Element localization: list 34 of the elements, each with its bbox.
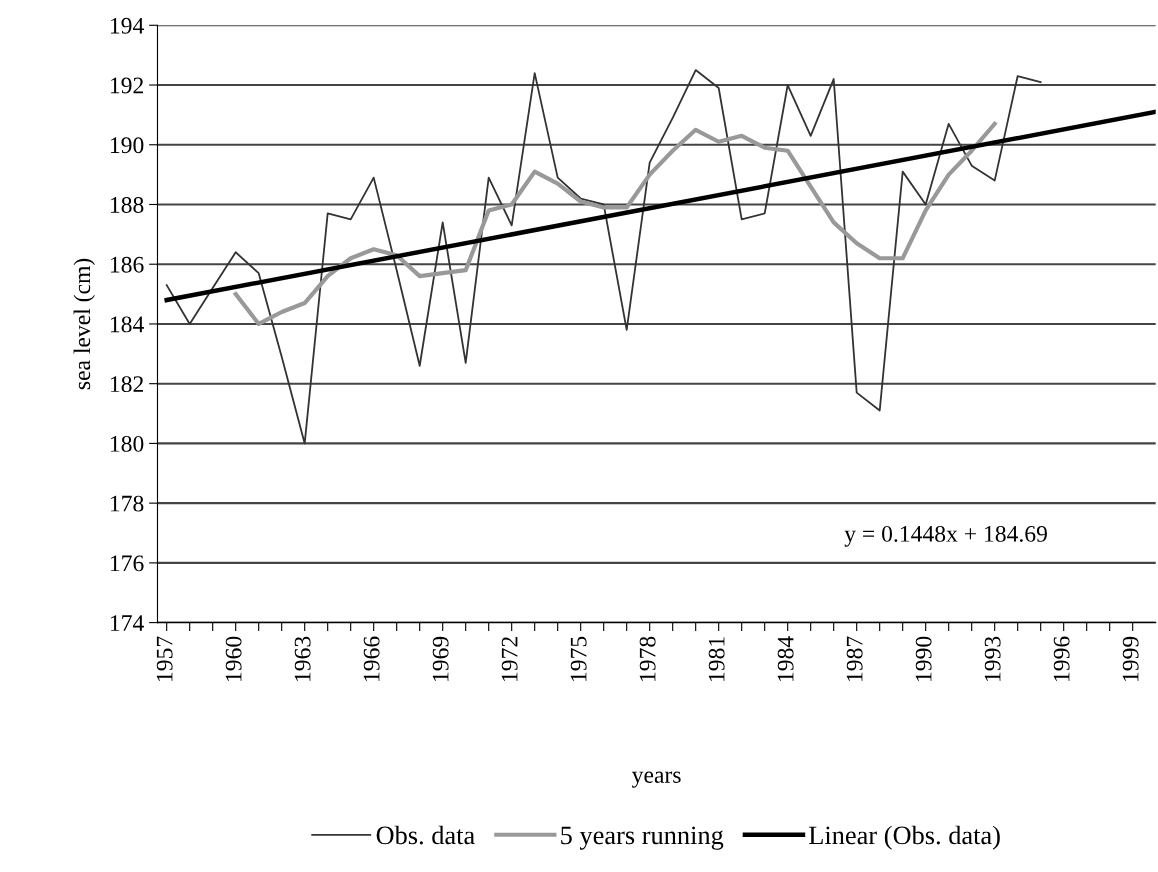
x-tick-label: 1987 bbox=[846, 636, 863, 681]
legend-label: 5 years running bbox=[561, 826, 724, 850]
x-tick-label: 1966 bbox=[363, 636, 380, 681]
x-tick-label: 1993 bbox=[984, 636, 1001, 681]
y-tick-label: 186 bbox=[110, 256, 144, 273]
y-tick-label: 182 bbox=[110, 376, 143, 393]
x-axis-title: years bbox=[631, 771, 681, 788]
y-tick-label: 178 bbox=[110, 495, 144, 512]
x-tick-label: 1981 bbox=[708, 637, 725, 681]
x-tick-label: 1999 bbox=[1122, 636, 1139, 681]
annotation: y = 0.1448x + 184.69 bbox=[844, 525, 1047, 547]
y-tick-label: 188 bbox=[110, 196, 144, 213]
x-tick-label: 1969 bbox=[432, 636, 449, 681]
y-tick-label: 192 bbox=[110, 77, 143, 94]
y-tick-label: 176 bbox=[110, 555, 144, 572]
x-tick-label: 1975 bbox=[570, 636, 587, 681]
line-series bbox=[233, 121, 997, 327]
x-tick-label: 1984 bbox=[777, 636, 794, 681]
line-series bbox=[165, 69, 1042, 445]
y-axis-title: sea level (cm) bbox=[73, 258, 95, 390]
x-tick-label: 1960 bbox=[225, 636, 242, 681]
x-tick-label: 1963 bbox=[294, 636, 311, 681]
y-tick-label: 174 bbox=[110, 615, 144, 631]
x-tick-label: 1996 bbox=[1053, 636, 1070, 681]
x-tick-label: 1978 bbox=[639, 636, 656, 681]
x-tick-label: 1990 bbox=[915, 636, 932, 681]
y-tick-label: 180 bbox=[110, 435, 144, 452]
x-tick-label: 1972 bbox=[501, 637, 518, 681]
y-tick-label: 184 bbox=[110, 316, 144, 333]
y-tick-label: 194 bbox=[110, 17, 144, 34]
y-tick-label: 190 bbox=[110, 137, 144, 154]
legend-label: Obs. data bbox=[376, 825, 475, 845]
x-tick-label: 1957 bbox=[156, 636, 173, 681]
legend-label: Linear (Obs. data) bbox=[809, 825, 1000, 850]
